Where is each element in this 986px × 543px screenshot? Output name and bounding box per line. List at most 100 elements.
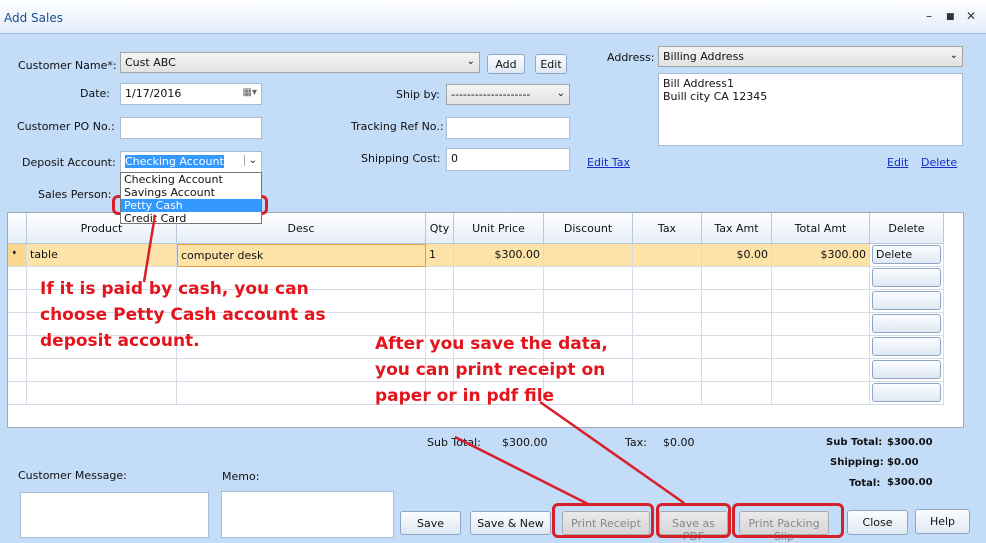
help-button[interactable]: Help [915,509,970,534]
grid-cell[interactable] [544,267,633,290]
close-window-button[interactable]: ✕ [966,9,977,23]
dropdown-option[interactable]: Savings Account [124,186,215,199]
edit-customer-button[interactable]: Edit [535,54,567,74]
column-header-tax[interactable]: Tax [633,213,702,244]
column-header-unit-price[interactable]: Unit Price [454,213,544,244]
grid-cell[interactable] [177,267,426,290]
save-as-pdf-button[interactable]: Save as PDF [659,511,728,543]
customer-name-select[interactable]: Cust ABC ⌄ [120,52,480,73]
grid-cell[interactable] [27,359,177,382]
delete-row-button[interactable] [872,337,941,356]
grid-cell[interactable] [702,313,772,336]
grid-cell[interactable] [454,382,544,405]
grid-cell[interactable] [27,336,177,359]
grid-cell[interactable] [454,336,544,359]
grid-cell[interactable] [27,313,177,336]
row-delete-button[interactable] [870,336,944,359]
maximize-button[interactable]: ■ [946,12,955,22]
delete-row-button[interactable] [872,291,941,310]
grid-cell[interactable] [633,313,702,336]
grid-cell[interactable] [633,290,702,313]
grid-cell[interactable] [544,336,633,359]
print-packing-slip-button[interactable]: Print Packing Slip [739,511,829,543]
grid-cell[interactable] [426,267,454,290]
grid-cell[interactable] [544,313,633,336]
tracking-input[interactable] [446,117,570,139]
save-button[interactable]: Save [400,511,461,535]
grid-cell[interactable] [772,382,870,405]
grid-cell[interactable] [544,244,633,267]
row-header[interactable] [8,290,27,313]
row-delete-button[interactable] [870,359,944,382]
save-new-button[interactable]: Save & New [470,511,551,535]
shipping-cost-input[interactable]: 0 [446,148,570,171]
delete-row-button[interactable] [872,383,941,402]
grid-cell[interactable]: $300.00 [454,244,544,267]
row-header[interactable] [8,267,27,290]
date-picker[interactable]: 1/17/2016 ▦▾ [120,83,262,105]
close-button[interactable]: Close [847,510,908,535]
grid-cell[interactable] [177,290,426,313]
grid-cell[interactable]: computer desk [177,244,426,267]
delete-row-button[interactable]: Delete [872,245,941,264]
grid-cell[interactable] [772,359,870,382]
deposit-account-select[interactable]: Checking Account ⌄ [120,151,262,173]
row-delete-button[interactable] [870,382,944,405]
row-delete-button[interactable] [870,290,944,313]
grid-cell[interactable] [177,359,426,382]
column-header-tax-amt[interactable]: Tax Amt [702,213,772,244]
grid-cell[interactable] [544,359,633,382]
grid-cell[interactable] [772,267,870,290]
address-delete-link[interactable]: Delete [921,156,958,169]
grid-cell[interactable] [633,382,702,405]
grid-cell[interactable] [177,313,426,336]
grid-cell[interactable] [27,290,177,313]
ship-by-select[interactable]: -------------------- ⌄ [446,84,570,105]
grid-cell[interactable]: 1 [426,244,454,267]
grid-cell[interactable] [633,267,702,290]
row-delete-button[interactable] [870,267,944,290]
column-header-qty[interactable]: Qty [426,213,454,244]
row-header[interactable]: ➧ [8,244,27,267]
row-header[interactable] [8,359,27,382]
row-delete-button[interactable]: Delete [870,244,944,267]
deposit-account-dropdown[interactable]: Checking Account Savings Account Petty C… [120,172,262,225]
grid-cell[interactable]: $0.00 [702,244,772,267]
grid-cell[interactable] [426,313,454,336]
row-header[interactable] [8,336,27,359]
address-type-select[interactable]: Billing Address ⌄ [658,46,963,67]
grid-cell[interactable] [633,336,702,359]
memo-input[interactable] [221,491,394,538]
row-header[interactable] [8,313,27,336]
address-textarea[interactable]: Bill Address1 Buill city CA 12345 [658,73,963,146]
grid-cell[interactable] [27,382,177,405]
grid-cell[interactable] [702,382,772,405]
grid-cell[interactable] [544,290,633,313]
grid-cell[interactable] [772,336,870,359]
grid-cell[interactable] [454,267,544,290]
grid-cell[interactable] [702,359,772,382]
column-header-delete[interactable]: Delete [870,213,944,244]
column-header-total-amt[interactable]: Total Amt [772,213,870,244]
grid-cell[interactable] [702,267,772,290]
grid-cell[interactable] [544,382,633,405]
delete-row-button[interactable] [872,314,941,333]
grid-cell[interactable] [454,359,544,382]
grid-cell[interactable] [454,290,544,313]
grid-cell[interactable]: table [27,244,177,267]
grid-cell[interactable] [772,290,870,313]
grid-cell[interactable] [426,382,454,405]
calendar-icon[interactable]: ▦▾ [242,87,257,98]
grid-cell[interactable] [426,336,454,359]
print-receipt-button[interactable]: Print Receipt [562,511,650,535]
dropdown-option-selected[interactable]: Petty Cash [121,199,261,212]
grid-cell[interactable] [702,290,772,313]
minimize-button[interactable]: – [926,9,932,23]
grid-cell[interactable] [454,313,544,336]
grid-cell[interactable] [702,336,772,359]
edit-tax-link[interactable]: Edit Tax [587,156,630,169]
grid-cell[interactable] [633,359,702,382]
customer-message-input[interactable] [20,492,209,538]
grid-cell[interactable] [177,336,426,359]
grid-cell[interactable] [426,359,454,382]
